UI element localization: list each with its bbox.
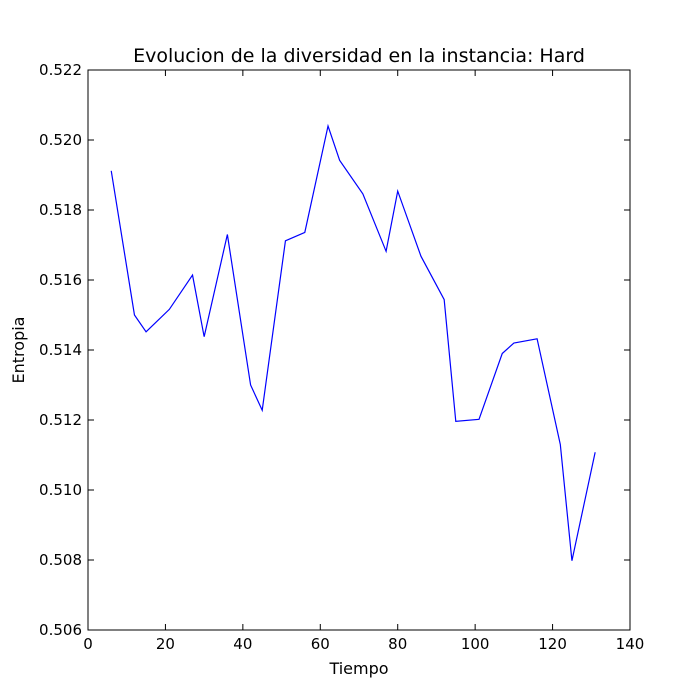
x-tick-label: 80 bbox=[388, 635, 407, 653]
y-tick-label: 0.520 bbox=[39, 131, 82, 149]
x-tick-label: 20 bbox=[156, 635, 175, 653]
series-line bbox=[110, 123, 596, 561]
plot-area: 0 20 40 60 80 100 120 140 0.506 0.508 0.510 0.512 0.… bbox=[39, 61, 644, 653]
x-tick-label: 40 bbox=[233, 635, 252, 653]
x-tick-label: 60 bbox=[311, 635, 330, 653]
y-tick-label: 0.508 bbox=[39, 551, 82, 569]
y-tick-label: 0.506 bbox=[39, 621, 82, 639]
y-tick-label: 0.522 bbox=[39, 61, 82, 79]
y-tick-label: 0.514 bbox=[39, 341, 82, 359]
y-axis-label: Entropia bbox=[9, 317, 28, 384]
y-tick-label: 0.518 bbox=[39, 201, 82, 219]
y-tick-label: 0.510 bbox=[39, 481, 82, 499]
x-tick-label: 140 bbox=[616, 635, 645, 653]
y-tick-label: 0.516 bbox=[39, 271, 82, 289]
chart-title: Evolucion de la diversidad en la instanc… bbox=[133, 45, 585, 67]
x-tick-label: 0 bbox=[83, 635, 93, 653]
x-tick-label: 100 bbox=[461, 635, 490, 653]
x-axis-label: Tiempo bbox=[328, 659, 388, 678]
x-tick-label: 120 bbox=[538, 635, 567, 653]
y-tick-label: 0.512 bbox=[39, 411, 82, 429]
